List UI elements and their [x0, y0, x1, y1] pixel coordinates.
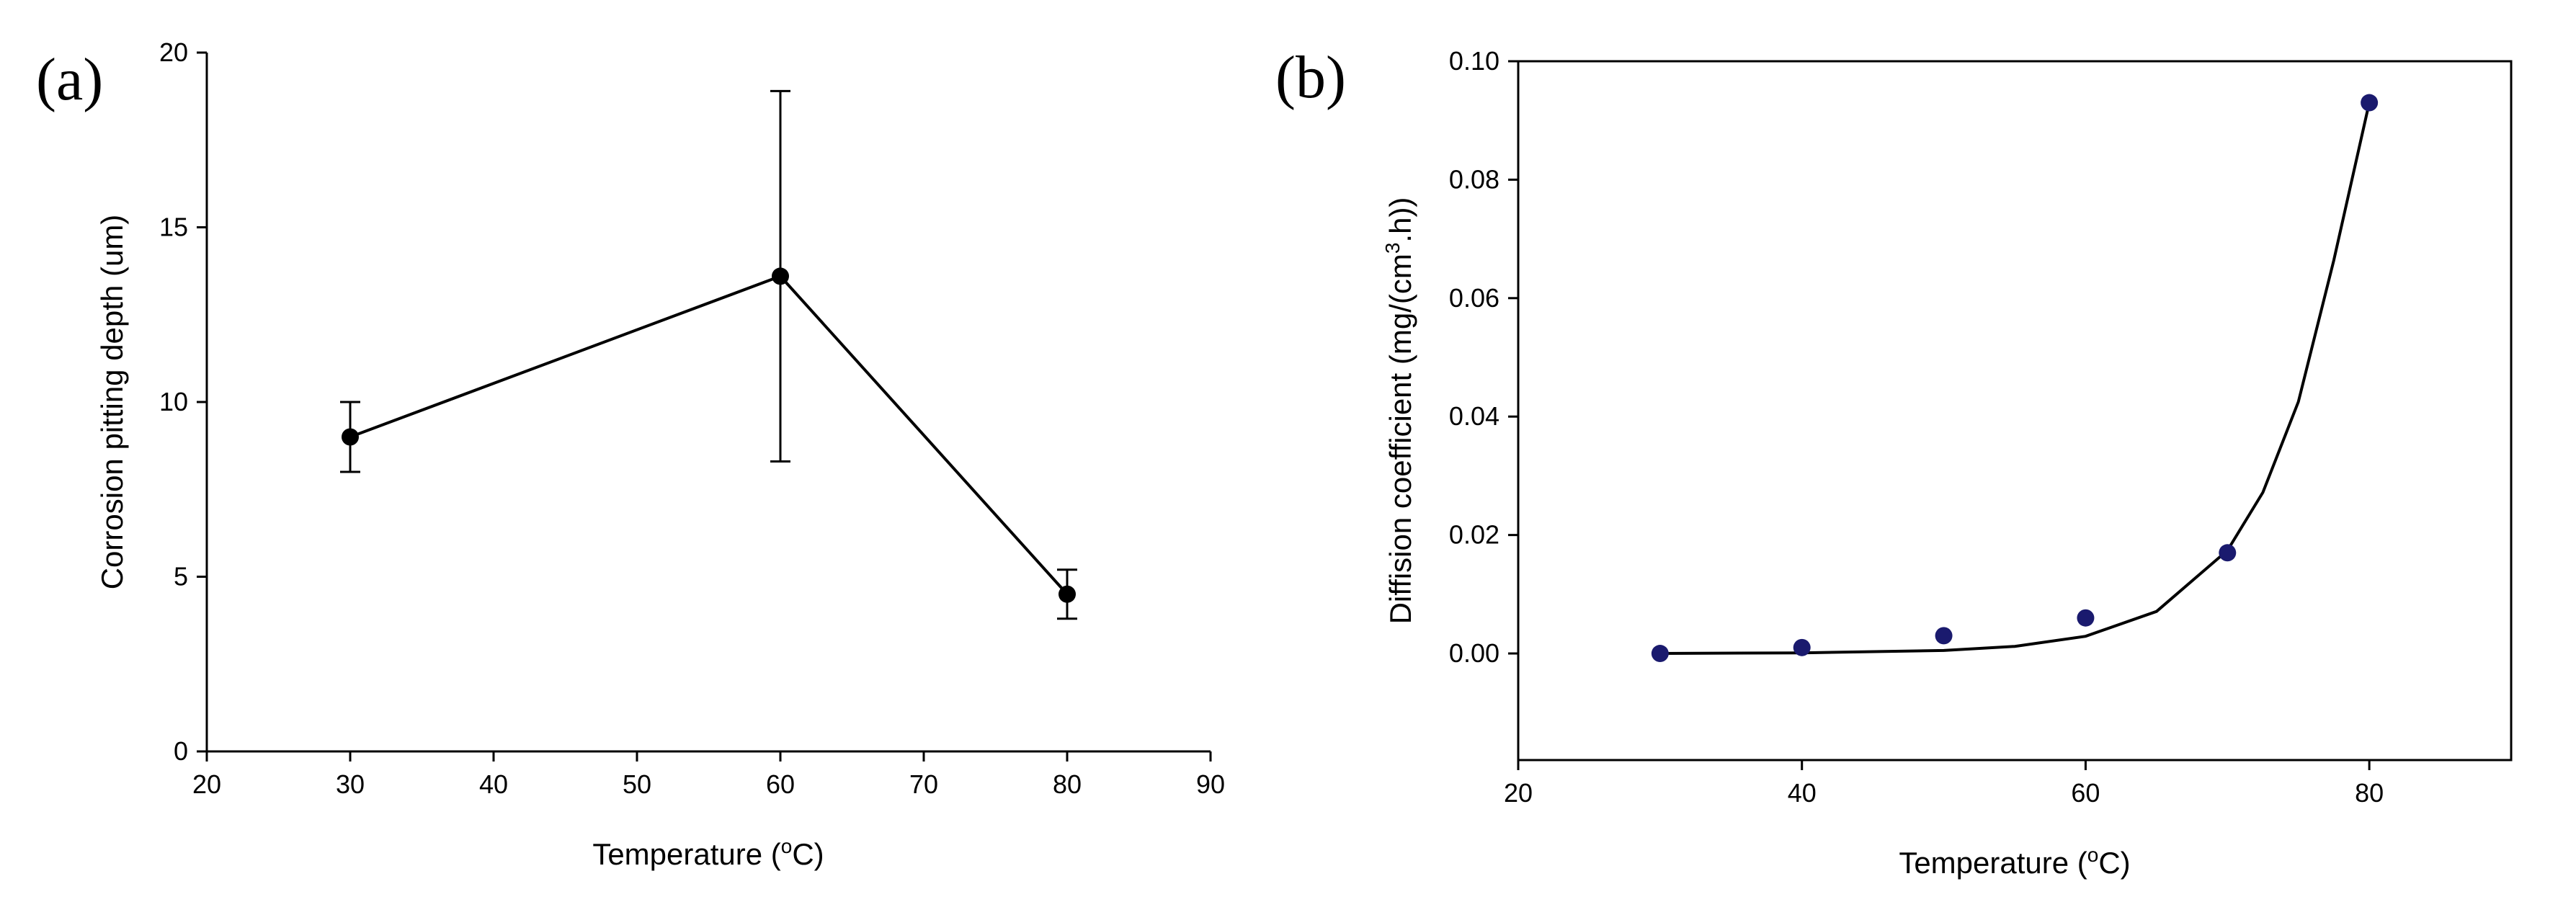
fit-curve	[1659, 102, 2371, 655]
data-point	[1059, 585, 1076, 603]
data-point	[2219, 544, 2237, 562]
panel-a-x-title-pre: Temperature (	[592, 837, 780, 871]
data-point	[1793, 638, 1811, 656]
data-point	[2361, 94, 2379, 112]
x-tick-label: 80	[2355, 778, 2384, 808]
panel-b-x-title-sup: o	[2087, 844, 2099, 866]
panel-a-plot-area	[340, 89, 1077, 620]
panel-a-x-ticks: 20 30 40 50 60 70 80 90	[192, 751, 1225, 799]
panel-b-y-title-pre: Diffision coefficient (mg/(cm	[1383, 254, 1417, 624]
y-tick-label: 0.08	[1449, 164, 1499, 194]
y-tick-label: 0.10	[1449, 46, 1499, 76]
panel-a-y-axis-title: Corrosion pitting depth (um)	[95, 215, 129, 590]
y-tick-label: 15	[159, 213, 188, 242]
panel-b-y-title-post: .h))	[1383, 197, 1417, 243]
panel-b-x-title-post: C)	[2098, 846, 2130, 880]
data-point	[1935, 627, 1953, 645]
panel-a-y-ticks: 0 5 10 15 20	[159, 37, 207, 766]
panel-a-x-title-sup: o	[781, 835, 793, 857]
x-tick-label: 70	[909, 769, 938, 799]
panel-b-y-title-sup: 3	[1381, 243, 1404, 254]
x-tick-label: 20	[192, 769, 221, 799]
panel-a: (a) 0 5 10 15 20 20 30 40 50 60 70 80 90 Temperatur…	[36, 37, 1225, 871]
panel-a-label: (a)	[36, 46, 103, 113]
y-tick-label: 0.06	[1449, 283, 1499, 313]
series-line	[349, 274, 1069, 596]
x-tick-label: 40	[1788, 778, 1817, 808]
panel-b: (b) 0.00 0.02 0.04 0.06 0.08 0.10 20 40 60 80 Te…	[1275, 44, 2513, 880]
y-tick-label: 5	[174, 562, 188, 591]
x-tick-label: 80	[1053, 769, 1082, 799]
y-tick-label: 0.00	[1449, 638, 1499, 668]
x-tick-label: 60	[2071, 778, 2100, 808]
panel-b-y-axis-title: Diffision coefficient (mg/(cm3.h))	[1381, 197, 1417, 625]
data-point	[772, 267, 789, 285]
data-point	[1651, 645, 1669, 663]
data-point	[342, 428, 359, 446]
panel-b-label: (b)	[1275, 44, 1346, 111]
panel-b-y-ticks: 0.00 0.02 0.04 0.06 0.08 0.10	[1449, 46, 1518, 668]
x-tick-label: 90	[1196, 769, 1225, 799]
x-tick-label: 60	[766, 769, 795, 799]
y-tick-label: 20	[159, 37, 188, 67]
panel-b-x-axis-title: Temperature (oC)	[1899, 844, 2130, 880]
y-tick-label: 0.04	[1449, 401, 1499, 431]
panel-b-x-ticks: 20 40 60 80	[1504, 760, 2384, 808]
x-tick-label: 30	[336, 769, 365, 799]
y-tick-label: 0	[174, 736, 188, 766]
data-point	[2077, 609, 2095, 627]
x-tick-label: 40	[479, 769, 508, 799]
x-tick-label: 20	[1504, 778, 1533, 808]
y-tick-label: 10	[159, 387, 188, 416]
y-tick-label: 0.02	[1449, 520, 1499, 550]
panel-a-x-title-post: C)	[792, 837, 824, 871]
panel-b-plot-area	[1651, 94, 2379, 663]
panel-b-x-title-pre: Temperature (	[1899, 846, 2087, 880]
panel-a-x-axis-title: Temperature (oC)	[592, 835, 824, 871]
panel-b-axes-frame	[1517, 60, 2513, 762]
panel-a-axes	[205, 53, 1211, 753]
x-tick-label: 50	[623, 769, 651, 799]
